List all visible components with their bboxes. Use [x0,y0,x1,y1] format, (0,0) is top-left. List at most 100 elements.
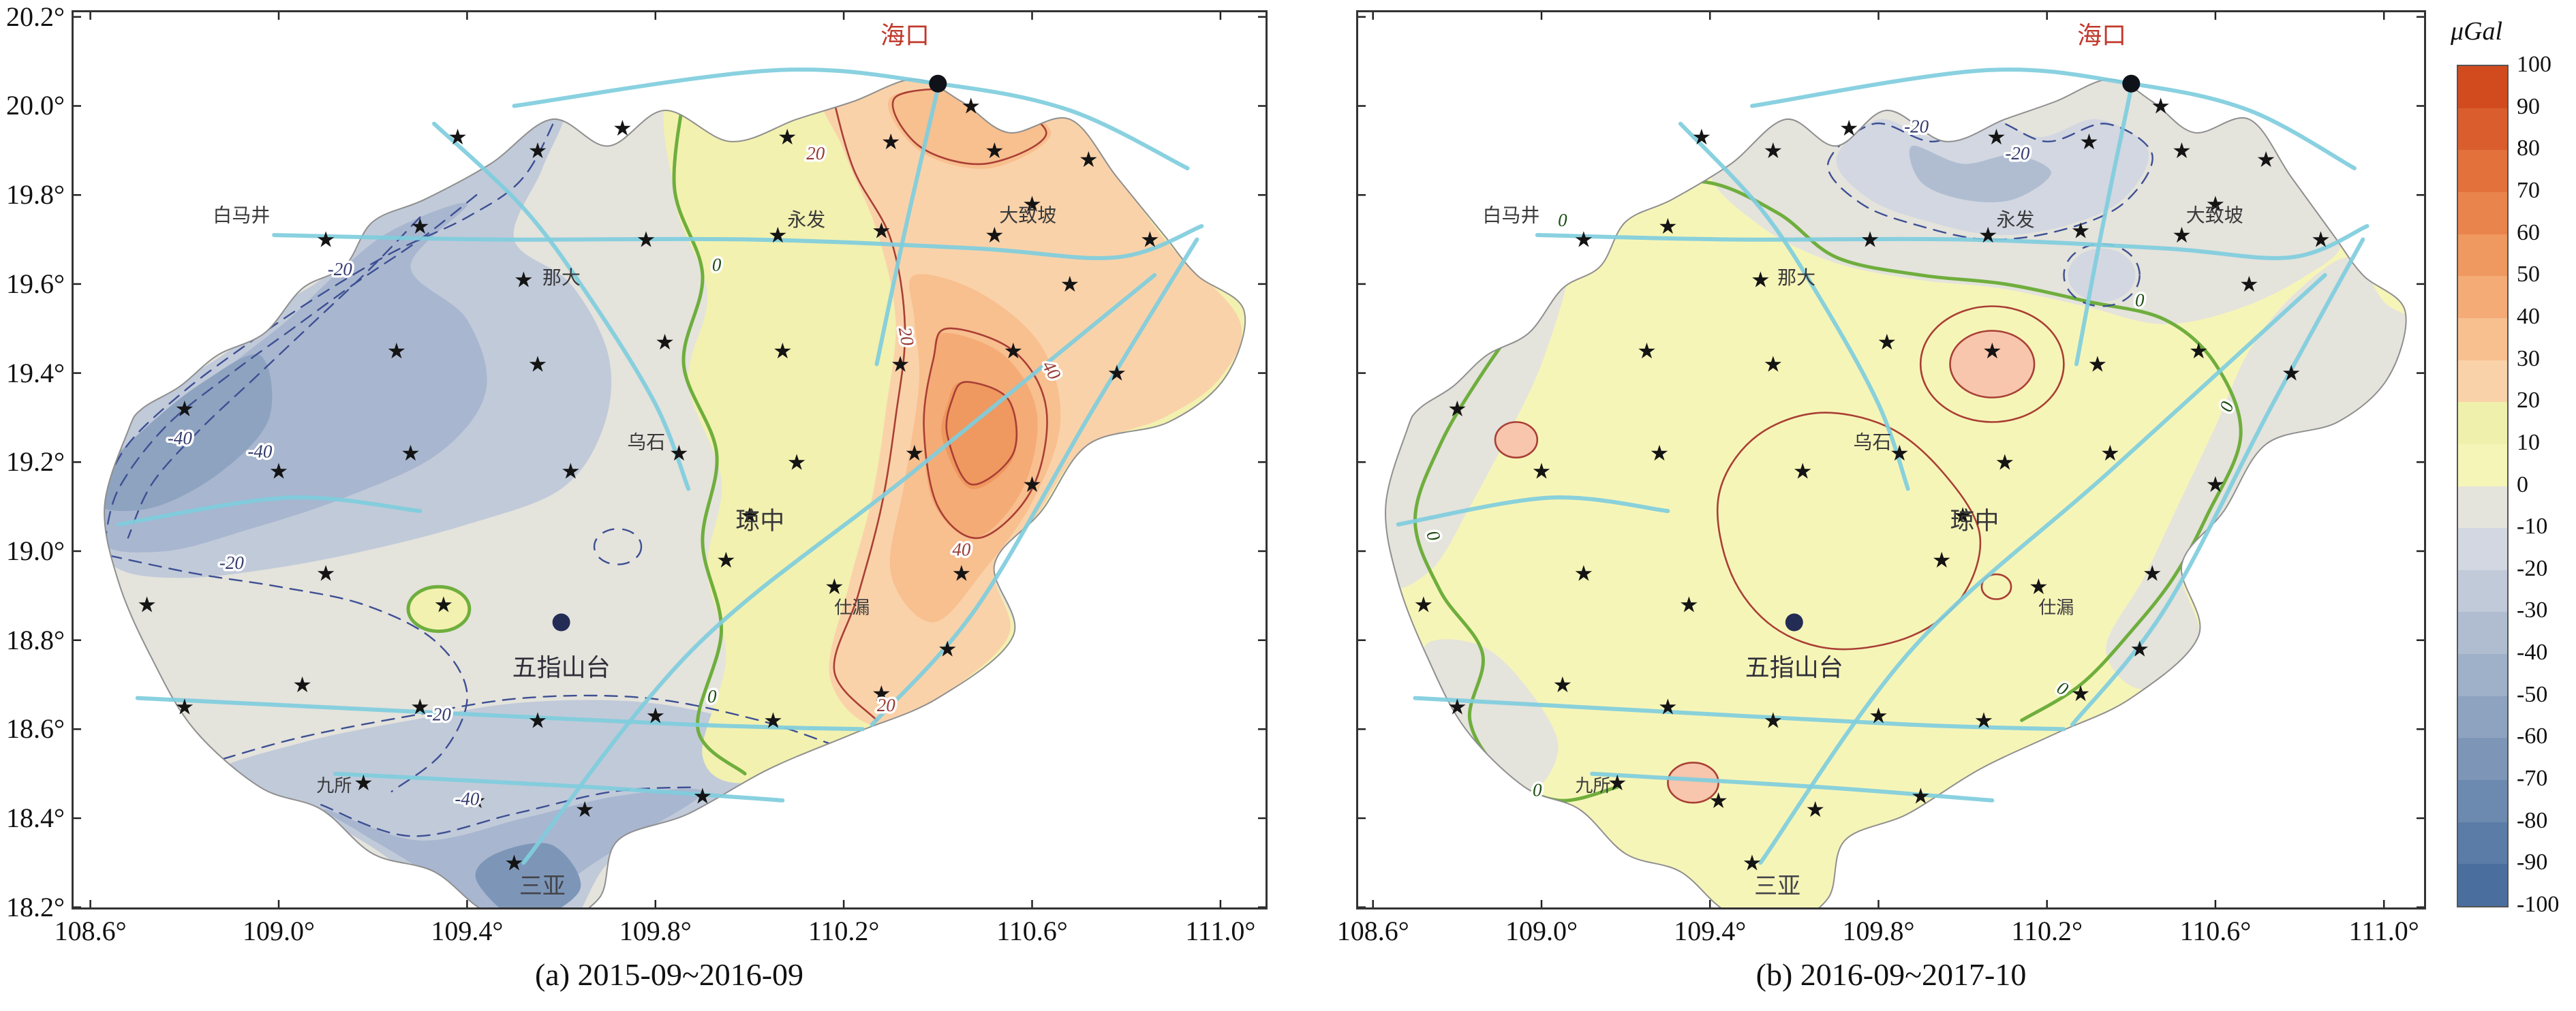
y-axis-tick-label: 18.2° [6,891,65,922]
x-axis-tick-label: 109.0° [243,916,316,946]
place-label: 三亚 [1754,873,1800,900]
place-label: 仕漏 [2038,597,2074,618]
colorbar-tick-label: 40 [2517,303,2540,329]
gravity-point-star: ★ [354,770,373,796]
gravity-point-star: ★ [1658,694,1678,720]
gravity-point-star: ★ [2143,561,2162,587]
x-axis-tick-label: 110.2° [808,916,880,946]
place-label: 乌石 [1853,431,1891,454]
gravity-point-star: ★ [1751,266,1770,292]
gravity-point-star: ★ [410,694,430,720]
survey-route-line [2074,86,2134,367]
colorbar-tick-label: -40 [2517,640,2548,666]
gravity-point-star: ★ [952,561,972,587]
gravity-point-star: ★ [386,338,406,364]
gravity-point-star: ★ [1911,783,1931,809]
gravity-point-star: ★ [985,222,1005,248]
gravity-point-star: ★ [561,458,581,484]
contour-value-label: 0 [1558,210,1567,230]
contour-line-neg [104,194,478,544]
colorbar-band [2458,402,2507,445]
gravity-point-star: ★ [1060,271,1079,297]
contour-line-pos [1949,330,2036,399]
station-dot [1785,613,1803,632]
contour-map-panel-b: ★ ★ ★ ★ ★ ★ ★ ★ ★ ★ ★ ★ ★ ★ ★ ★ ★ ★ ★ ★ ★ ★ ★ ★ ★ ★ ★ ★ ★ ★ ★ ★ ★ ★ ★ ★ ★ ★ ★ ★… [1356,10,2426,909]
colorbar-band [2458,864,2507,907]
gravity-point-star: ★ [2079,129,2099,155]
y-axis-tick-label: 19.0° [6,535,65,566]
gravity-point-star: ★ [1022,191,1042,217]
gravity-point-star: ★ [1978,222,1998,248]
colorbar-band [2458,780,2507,823]
colorbar-band [2458,528,2507,571]
gravity-point-star: ★ [768,222,788,248]
survey-route-line [1678,121,1910,491]
gravity-point-star: ★ [448,124,467,150]
gravity-point-star: ★ [1692,124,1712,150]
survey-route-line [870,237,1199,727]
colorbar-band [2458,738,2507,781]
contour-line-zero [406,585,472,634]
colorbar-band [2458,486,2507,529]
gravity-anomaly-region [475,843,581,909]
gravity-anomaly-region [1668,762,1719,803]
y-axis-tick-label: 19.4° [6,357,65,388]
gravity-anomaly-region [1385,279,1567,590]
gravity-point-star: ★ [2311,227,2331,253]
contour-value-label: 0 [707,686,717,706]
gravity-point-star: ★ [2239,271,2259,297]
gravity-point-star: ★ [1679,591,1699,617]
gravity-point-star: ★ [1447,694,1467,720]
survey-route-line [432,121,691,491]
colorbar-tick-label: -20 [2517,555,2548,581]
gravity-point-star: ★ [1004,338,1024,364]
gravity-point-star: ★ [528,352,548,377]
gravity-point-star: ★ [433,591,453,617]
x-axis-tick-label: 109.4° [1674,916,1747,946]
gravity-point-star: ★ [1860,227,1880,253]
gravity-point-star: ★ [467,788,487,813]
colorbar-tick-label: 0 [2517,471,2528,497]
gravity-point-star: ★ [1637,338,1657,364]
map-frame [1356,10,2426,909]
colorbar-band [2458,654,2507,697]
contour-value-label: -20 [427,704,451,724]
x-axis-tick-label: 110.6° [2179,916,2252,946]
gravity-point-star: ★ [787,449,807,475]
gravity-anomaly-region [2068,248,2136,302]
contour-line-pos [1919,305,2065,423]
gravity-point-star: ★ [1414,591,1434,617]
gravity-point-star: ★ [2071,681,2091,706]
contour-value-label: -20 [1904,116,1929,137]
gravity-point-star: ★ [1608,770,1627,796]
station-dot [552,613,570,632]
gravity-point-star: ★ [1079,146,1099,172]
gravity-point-star: ★ [410,213,430,239]
gravity-point-star: ★ [1764,138,1783,164]
colorbar-tick-label: -30 [2517,597,2548,623]
place-label: 大致坡 [999,204,1056,226]
gravity-point-star: ★ [1107,360,1127,386]
gravity-point-star: ★ [1743,850,1762,875]
contour-value-label: 0 [2135,290,2145,311]
gravity-point-star: ★ [1839,115,1859,141]
caption-panel-a: (a) 2015-09~2016-09 [534,957,804,992]
gravity-point-star: ★ [2256,146,2276,172]
gravity-point-star: ★ [2151,93,2171,119]
contour-line-pos [923,327,1048,540]
contour-value-label: 20 [895,326,918,347]
contour-line-zero [672,79,747,776]
station-label: 五指山台 [512,654,611,682]
colorbar [2457,65,2509,907]
gravity-point-star: ★ [904,440,924,466]
gravity-point-star: ★ [1869,703,1888,729]
colorbar-unit-label: μGal [2451,16,2502,46]
place-label: 那大 [542,266,581,289]
gravity-anomaly-region [1495,422,1537,458]
contour-value-label: -20 [2005,143,2029,164]
gravity-point-star: ★ [514,266,534,292]
contour-value-label: -40 [247,441,272,462]
station-dot [929,74,947,93]
gravity-point-star: ★ [1995,449,2015,475]
contour-line-neg [2063,243,2141,307]
